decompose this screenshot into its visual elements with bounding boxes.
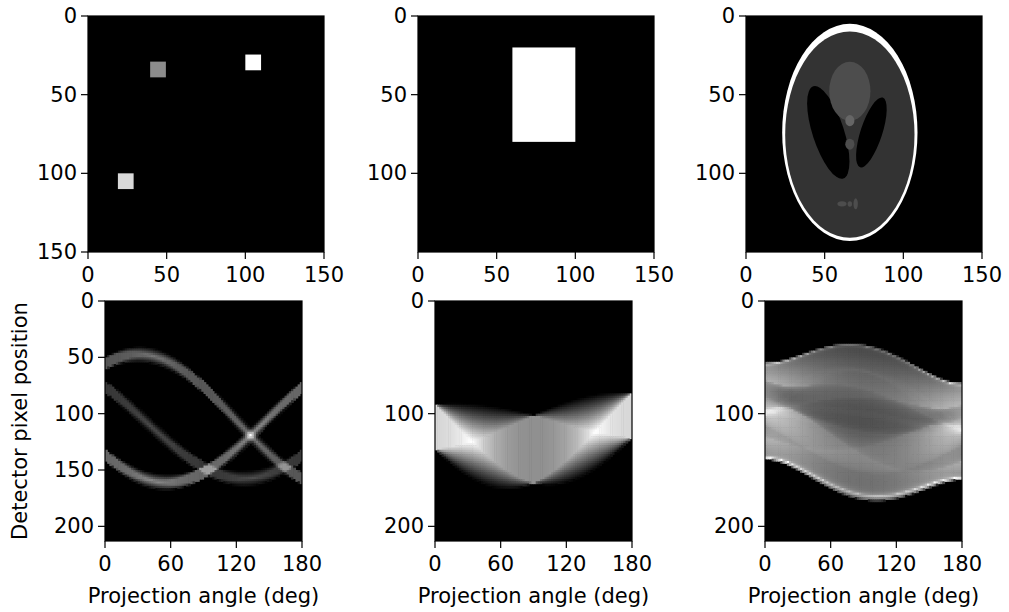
plot-frame xyxy=(105,301,302,541)
phantom-ellipse xyxy=(837,201,846,206)
y-tick xyxy=(411,173,418,174)
x-tick-label: 50 xyxy=(811,263,838,287)
phantom-ellipse xyxy=(845,139,854,150)
x-tick xyxy=(323,252,324,259)
y-tick-label: 100 xyxy=(367,161,407,185)
x-tick xyxy=(170,541,171,548)
y-tick xyxy=(98,413,105,414)
x-tick-label: 0 xyxy=(81,263,94,287)
phantom-rect xyxy=(150,62,166,78)
phantom-ellipse xyxy=(782,24,917,241)
y-tick-label: 100 xyxy=(37,161,77,185)
y-tick xyxy=(739,94,746,95)
plot-area xyxy=(512,47,575,141)
y-tick xyxy=(411,94,418,95)
phantom-ellipse xyxy=(829,62,870,121)
panel: 050100150050100150 xyxy=(37,4,344,287)
y-tick xyxy=(739,15,746,16)
y-tick xyxy=(98,300,105,301)
plot-background xyxy=(105,301,302,541)
plot-area xyxy=(782,24,917,241)
plot-frame xyxy=(418,16,654,252)
y-tick-label: 0 xyxy=(81,289,94,313)
x-tick xyxy=(745,252,746,259)
panel: 0 50 100 150 0 50 100 xyxy=(367,4,674,287)
y-tick-label: 150 xyxy=(37,240,77,264)
y-tick xyxy=(81,15,88,16)
y-tick xyxy=(98,469,105,470)
x-tick xyxy=(301,541,302,548)
y-tick-label: 50 xyxy=(67,345,94,369)
panel: 0 50 100 150 0 50 100 xyxy=(695,4,1002,287)
x-tick xyxy=(87,252,88,259)
x-tick xyxy=(417,252,418,259)
x-tick-label: 0 xyxy=(411,263,424,287)
plot-frame xyxy=(88,16,324,252)
x-tick-label: 180 xyxy=(282,552,322,576)
plot-area xyxy=(118,55,261,190)
x-tick-label: 120 xyxy=(216,552,256,576)
y-tick-label: 0 xyxy=(394,4,407,28)
x-tick xyxy=(496,252,497,259)
x-tick-label: 0 xyxy=(739,263,752,287)
x-tick xyxy=(653,252,654,259)
x-tick xyxy=(903,252,904,259)
y-tick-label: 0 xyxy=(64,4,77,28)
plot-background xyxy=(746,16,982,252)
y-tick-label: 100 xyxy=(695,161,735,185)
y-tick xyxy=(411,15,418,16)
x-tick xyxy=(245,252,246,259)
phantom-rect xyxy=(118,173,134,189)
y-tick-label: 150 xyxy=(54,458,94,482)
y-tick xyxy=(81,94,88,95)
y-tick-label: 100 xyxy=(54,402,94,426)
x-tick-label: 150 xyxy=(962,263,1002,287)
y-tick xyxy=(98,526,105,527)
y-axis-title: Detector pixel position xyxy=(8,302,32,540)
x-tick xyxy=(166,252,167,259)
plot-area xyxy=(105,346,302,491)
y-tick xyxy=(81,251,88,252)
panel: 0 60 120 180 0 50 100 150 200 Projection angle (d… xyxy=(8,289,322,608)
plot-background xyxy=(435,301,632,541)
x-tick-label: 100 xyxy=(883,263,923,287)
y-tick xyxy=(739,173,746,174)
x-tick-label: 0 xyxy=(98,552,111,576)
x-tick-label: 50 xyxy=(483,263,510,287)
x-tick-label: 100 xyxy=(225,263,265,287)
x-tick-label: 50 xyxy=(153,263,180,287)
phantom-ellipse xyxy=(848,201,852,206)
x-tick xyxy=(575,252,576,259)
x-tick-label: 150 xyxy=(634,263,674,287)
x-tick-label: 100 xyxy=(555,263,595,287)
y-tick-label: 50 xyxy=(50,83,77,107)
phantom-rect xyxy=(512,47,575,141)
phantom-rect xyxy=(245,55,261,71)
panel: 0601201800100200Projection angle (deg) xyxy=(384,289,652,608)
y-tick-label: 200 xyxy=(54,514,94,538)
figure: 0501001500501001500501001500501000501001… xyxy=(0,0,1009,612)
x-tick-label: 150 xyxy=(304,263,344,287)
phantom-ellipse xyxy=(785,31,914,237)
phantom-ellipse xyxy=(853,198,857,209)
x-tick xyxy=(824,252,825,259)
phantom-ellipse xyxy=(845,115,854,126)
plot-background xyxy=(88,16,324,252)
x-axis-title: Projection angle (deg) xyxy=(88,584,319,608)
x-tick xyxy=(981,252,982,259)
x-tick xyxy=(104,541,105,548)
y-tick-label: 50 xyxy=(380,83,407,107)
y-tick xyxy=(81,173,88,174)
x-tick xyxy=(236,541,237,548)
y-tick xyxy=(98,357,105,358)
plot-area xyxy=(435,393,632,488)
x-tick-label: 60 xyxy=(157,552,184,576)
y-tick-label: 0 xyxy=(722,4,735,28)
plot-background xyxy=(418,16,654,252)
y-tick-label: 50 xyxy=(708,83,735,107)
plot-frame xyxy=(746,16,982,252)
